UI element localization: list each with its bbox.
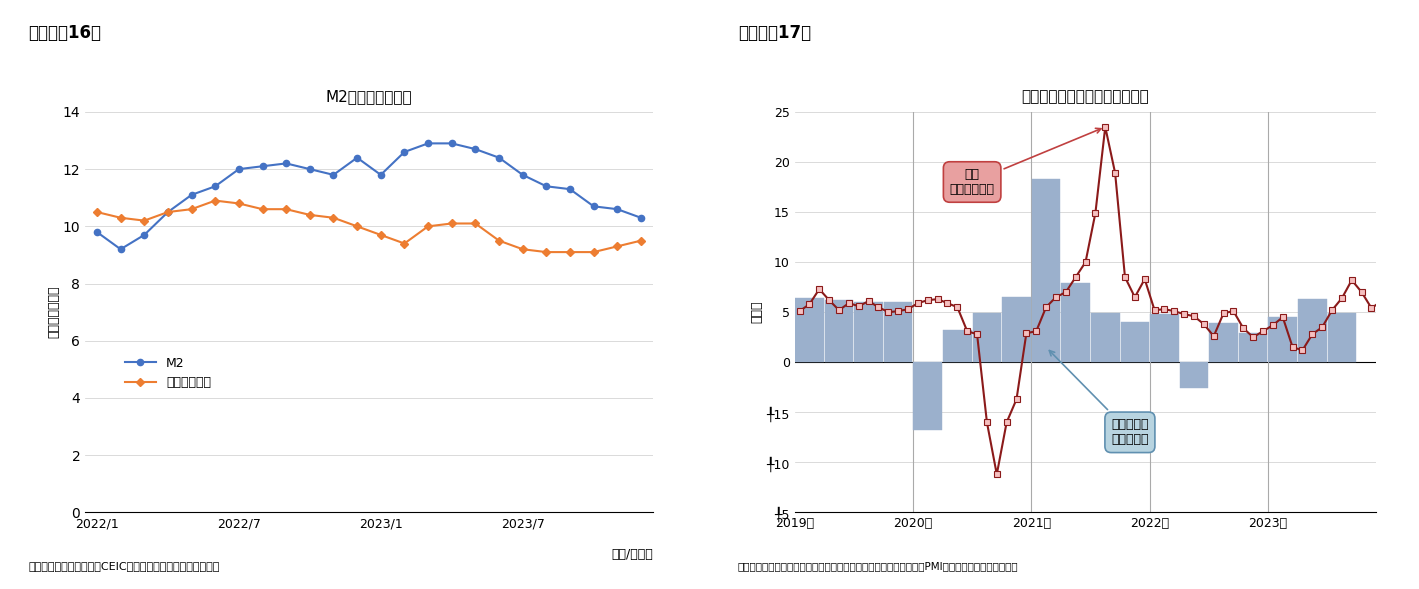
Text: 経済成長率
（公表値）: 経済成長率 （公表値） [1049,350,1148,446]
M2 [183,191,200,198]
Bar [1032,179,1060,362]
社会融資総量 [491,237,508,244]
M2 [396,148,413,155]
社会融資総量 [396,240,413,247]
Text: （図表－17）: （図表－17） [738,24,812,42]
Title: 経済成長率と景気インデックス: 経済成長率と景気インデックス [1022,89,1149,104]
社会融資総量 [325,214,342,221]
M2 [230,166,247,173]
Text: （年/月末）: （年/月末） [612,548,653,561]
Bar [1328,313,1357,362]
Bar [884,302,912,362]
社会融資総量 [136,217,153,224]
M2 [585,203,602,210]
社会融資総量 [609,243,626,250]
社会融資総量 [420,223,437,230]
Text: （図表－16）: （図表－16） [28,24,101,42]
社会融資総量 [207,197,224,204]
社会融資総量 [230,200,247,207]
社会融資総量 [112,214,129,221]
M2 [609,206,626,213]
Text: （資料）中国人民銀行、CEICより、ニッセイ基礎研究所作成: （資料）中国人民銀行、CEICより、ニッセイ基礎研究所作成 [28,561,220,571]
Y-axis label: （％）: （％） [751,301,763,323]
Bar [824,300,853,362]
Line: M2: M2 [94,140,644,252]
M2 [136,231,153,239]
社会融資総量 [633,237,650,244]
M2 [467,145,484,153]
M2 [562,186,579,193]
Bar [1091,313,1120,362]
Text: 景気
インデックス: 景気 インデックス [949,128,1101,196]
M2 [301,166,318,173]
Bar [1298,299,1327,362]
M2 [159,209,176,216]
M2 [538,183,555,190]
社会融資総量 [585,249,602,256]
M2 [491,154,508,161]
Bar [1121,322,1149,362]
社会融資総量 [88,209,105,216]
社会融資総量 [467,220,484,227]
M2 [112,246,129,253]
M2 [278,160,295,167]
Title: M2・社会融資総量: M2・社会融資総量 [325,89,413,104]
M2 [349,154,366,161]
Bar [1061,283,1090,362]
M2 [633,214,650,221]
社会融資総量 [183,206,200,213]
社会融資総量 [372,231,389,239]
社会融資総量 [514,246,531,253]
社会融資総量 [538,249,555,256]
M2 [88,229,105,236]
社会融資総量 [254,206,271,213]
M2 [325,171,342,178]
社会融資総量 [349,223,366,230]
M2 [443,140,460,147]
Bar [1209,323,1237,362]
Bar [795,298,824,362]
M2 [514,171,531,178]
Legend: M2, 社会融資総量: M2, 社会融資総量 [119,352,216,394]
Bar [944,330,972,362]
社会融資総量 [443,220,460,227]
Bar [914,362,942,431]
社会融資総量 [278,206,295,213]
M2 [420,140,437,147]
Bar [1002,297,1030,362]
社会融資総量 [159,209,176,216]
Y-axis label: （前年比、％）: （前年比、％） [47,286,60,339]
社会融資総量 [562,249,579,256]
M2 [207,183,224,190]
M2 [254,163,271,170]
Bar [1179,362,1209,388]
Bar [972,313,1002,362]
Bar [854,302,883,362]
Bar [1239,333,1267,362]
社会融資総量 [301,211,318,219]
Bar [1269,317,1297,362]
M2 [372,171,389,178]
Line: 社会融資総量: 社会融資総量 [94,198,644,255]
Text: （注）景気インデックスは、鉱工業生産、サービス業生産、建設業PMIを用いて合成加工した指数: （注）景気インデックスは、鉱工業生産、サービス業生産、建設業PMIを用いて合成加… [738,561,1019,571]
Bar [1151,314,1179,362]
